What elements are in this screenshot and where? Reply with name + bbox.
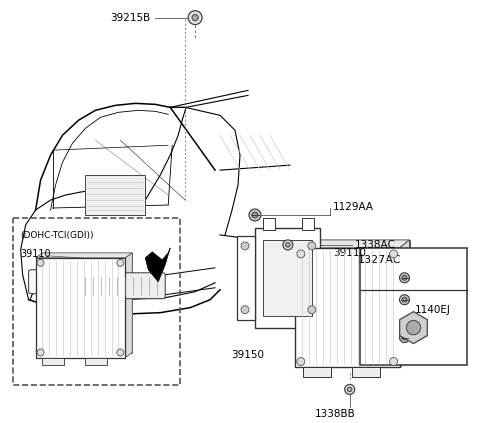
Circle shape (390, 357, 397, 365)
Text: 1129AA: 1129AA (333, 202, 374, 212)
Polygon shape (305, 240, 409, 360)
Circle shape (188, 11, 202, 25)
Circle shape (402, 335, 407, 340)
Bar (12, 218, 180, 385)
Polygon shape (43, 253, 132, 352)
Circle shape (402, 297, 407, 302)
Bar (263, 218, 275, 230)
FancyBboxPatch shape (76, 273, 165, 299)
Polygon shape (399, 240, 409, 368)
Bar (360, 248, 468, 365)
Polygon shape (145, 248, 170, 282)
Bar (85, 175, 145, 215)
Bar (85, 357, 108, 365)
Text: 39110: 39110 (333, 248, 366, 258)
Circle shape (37, 349, 44, 356)
Circle shape (117, 349, 124, 356)
Text: 39150: 39150 (231, 349, 264, 360)
Bar (237, 236, 255, 320)
Circle shape (399, 332, 409, 343)
Circle shape (249, 209, 261, 221)
Circle shape (37, 259, 44, 266)
Bar (302, 218, 314, 230)
Circle shape (117, 259, 124, 266)
Polygon shape (125, 253, 132, 357)
Bar (352, 368, 380, 377)
Text: 39215B: 39215B (110, 13, 151, 23)
Circle shape (241, 306, 249, 314)
Circle shape (241, 242, 249, 250)
Circle shape (308, 242, 316, 250)
FancyBboxPatch shape (29, 270, 74, 294)
Bar (255, 228, 320, 328)
Text: 1338AC: 1338AC (355, 240, 396, 250)
Circle shape (406, 321, 420, 335)
Polygon shape (36, 253, 132, 258)
Bar (263, 240, 312, 316)
Circle shape (348, 387, 352, 392)
Circle shape (399, 295, 409, 305)
Text: 1140EJ: 1140EJ (415, 305, 450, 315)
Circle shape (192, 14, 198, 21)
Text: 1327AC: 1327AC (358, 255, 401, 265)
Circle shape (345, 385, 355, 394)
Circle shape (390, 250, 397, 258)
Circle shape (297, 250, 305, 258)
Text: (DOHC-TCI(GDI)): (DOHC-TCI(GDI)) (21, 231, 94, 240)
Circle shape (402, 275, 407, 280)
Circle shape (283, 240, 293, 250)
Bar (303, 368, 331, 377)
Text: 39110: 39110 (21, 249, 51, 259)
Bar (36, 258, 125, 357)
Bar (295, 248, 399, 368)
Bar (42, 357, 63, 365)
Polygon shape (295, 240, 409, 248)
Text: 1338BB: 1338BB (315, 409, 356, 419)
Polygon shape (400, 312, 427, 343)
Circle shape (399, 273, 409, 283)
Circle shape (308, 306, 316, 314)
Circle shape (297, 357, 305, 365)
Circle shape (252, 212, 258, 218)
Circle shape (286, 243, 290, 247)
